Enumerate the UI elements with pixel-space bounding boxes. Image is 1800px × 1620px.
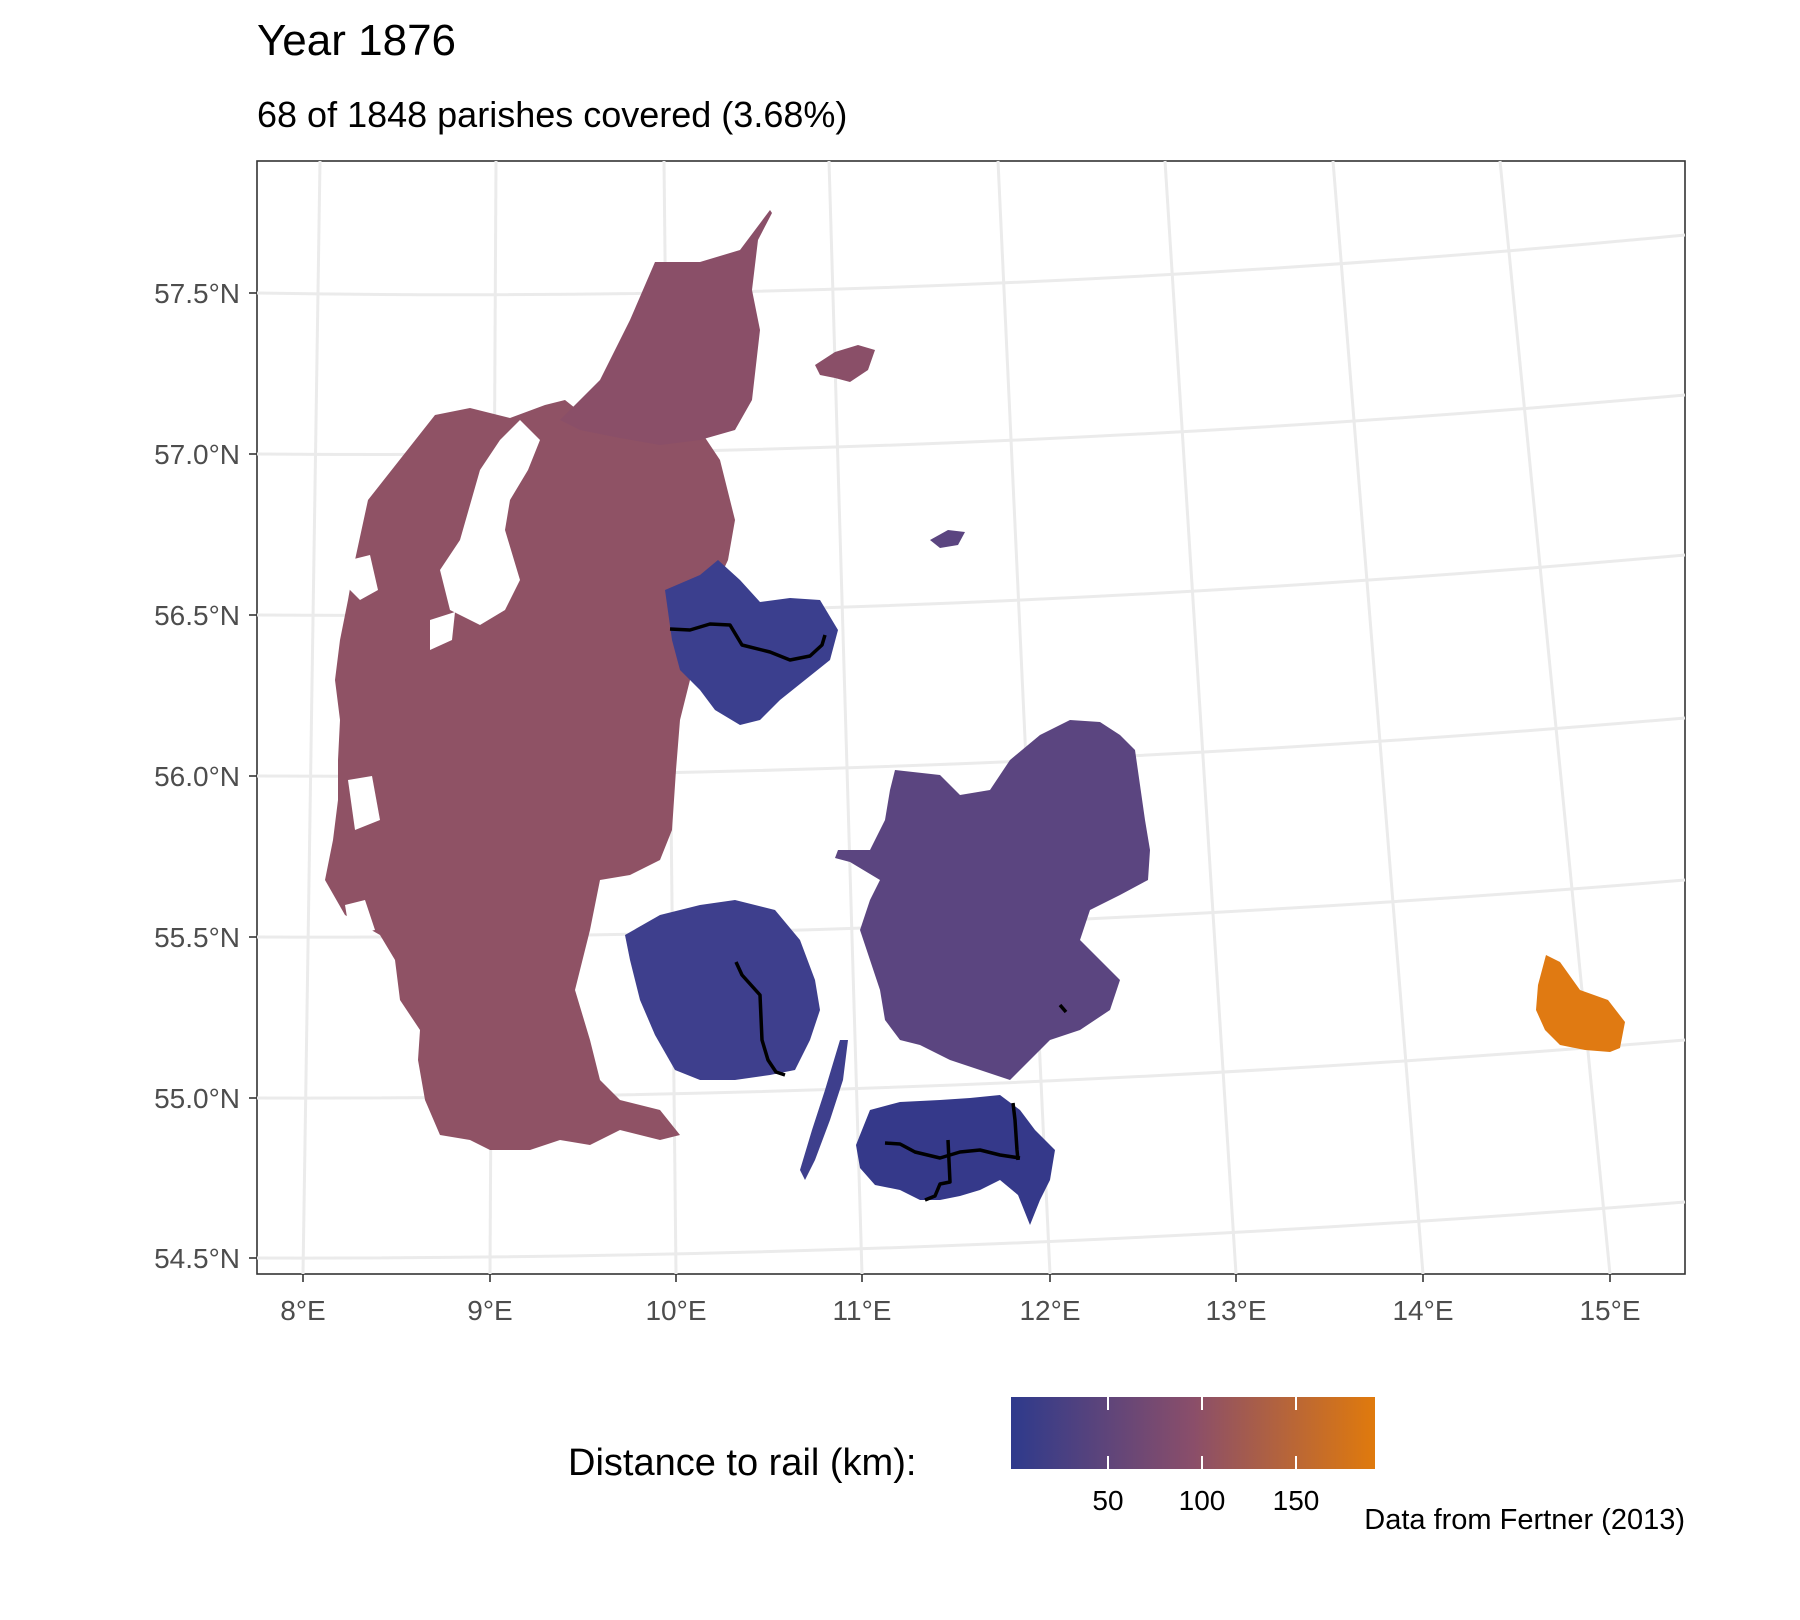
region-funen [625,900,820,1080]
legend-gradient-bar [1011,1397,1375,1469]
x-tick-label: 11°E [833,1295,892,1326]
rail-line-falster [1011,1102,1020,1161]
region-langeland [800,1040,848,1180]
y-tick-label: 56.5°N [154,600,240,631]
region-vendsyssel [560,210,772,445]
region-lolland-falster [856,1095,1055,1225]
y-tick-label: 54.5°N [154,1243,240,1274]
region-djursland [665,560,838,725]
y-tick-label: 55.0°N [154,1083,240,1114]
rail-line-funen [734,961,786,1077]
map-title: Year 1876 [257,16,457,65]
region-zealand [835,720,1150,1080]
x-tick-label: 14°E [1392,1295,1453,1326]
land-regions [325,210,1625,1225]
x-tick-label: 12°E [1019,1295,1080,1326]
legend-colorbar: 50 100 150 [1011,1397,1375,1516]
island-laeso [815,345,875,382]
rail-line-lolland-south [924,1139,952,1202]
legend-tick-label: 50 [1092,1485,1123,1516]
y-tick-label: 55.5°N [154,922,240,953]
x-tick-label: 15°E [1579,1295,1640,1326]
legend-title: Distance to rail (km): [568,1442,917,1484]
data-source-caption: Data from Fertner (2013) [1364,1504,1685,1536]
y-tick-label: 56.0°N [154,761,240,792]
legend-tick-label: 150 [1273,1485,1320,1516]
region-jutland [325,400,735,1150]
rail-lines [669,622,1068,1202]
x-tick-label: 9°E [467,1295,512,1326]
y-tick-label: 57.0°N [154,439,240,470]
rail-line-djursland [669,622,827,662]
x-tick-label: 13°E [1205,1295,1266,1326]
map-subtitle: 68 of 1848 parishes covered (3.68%) [257,94,848,135]
x-tick-label: 8°E [280,1295,325,1326]
region-bornholm [1536,955,1625,1052]
y-tick-label: 57.5°N [154,278,240,309]
y-axis: 57.5°N 57.0°N 56.5°N 56.0°N 55.5°N 55.0°… [154,278,257,1274]
legend-tick-label: 100 [1179,1485,1226,1516]
island-anholt [930,530,965,548]
rail-line-zealand [1058,1003,1068,1014]
x-tick-label: 10°E [645,1295,706,1326]
water-inlets [345,420,540,935]
x-axis: 8°E 9°E 10°E 11°E 12°E 13°E 14°E 15°E [280,1274,1641,1326]
